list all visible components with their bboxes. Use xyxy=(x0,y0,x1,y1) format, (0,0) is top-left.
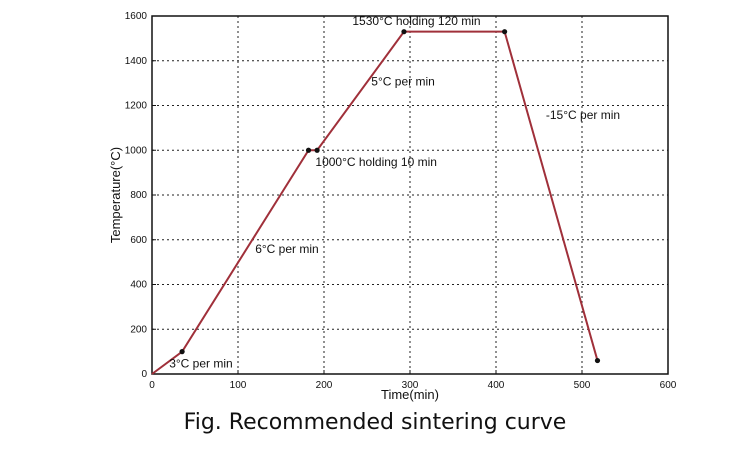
annotations: 3°C per min 6°C per min 1000°C holding 10 … xyxy=(169,14,620,370)
y-axis-ticks: 0 200 400 600 800 1000 1200 1400 1600 xyxy=(125,11,156,380)
data-point xyxy=(401,29,407,35)
data-markers xyxy=(179,29,601,364)
data-point xyxy=(594,357,601,364)
data-point xyxy=(179,349,185,355)
x-tick-label: 300 xyxy=(402,380,419,391)
y-tick-label: 1400 xyxy=(125,56,148,67)
annotation-label: 5°C per min xyxy=(371,74,435,88)
y-tick-label: 600 xyxy=(130,235,147,246)
y-tick-label: 0 xyxy=(141,369,147,380)
x-tick-label: 600 xyxy=(660,380,677,391)
sintering-chart: 0 100 200 300 400 500 600 0 200 400 600 800 1000 120… xyxy=(108,11,677,402)
plot-frame xyxy=(151,15,669,375)
x-tick-label: 0 xyxy=(149,380,155,391)
y-axis-label: Temperature(°C) xyxy=(108,147,123,243)
figure-caption: Fig. Recommended sintering curve xyxy=(183,410,567,435)
y-tick-label: 800 xyxy=(130,190,147,201)
annotation-label: 1530°C holding 120 min xyxy=(352,14,480,28)
data-point xyxy=(502,29,508,35)
y-tick-label: 400 xyxy=(130,280,147,291)
data-point xyxy=(305,147,312,153)
x-tick-label: 200 xyxy=(316,380,333,391)
x-tick-label: 400 xyxy=(488,380,505,391)
annotation-label: 1000°C holding 10 min xyxy=(315,155,437,169)
annotation-label: 3°C per min xyxy=(169,356,233,370)
y-tick-label: 1000 xyxy=(125,145,148,156)
annotation-label: -15°C per min xyxy=(546,108,620,122)
y-tick-label: 1200 xyxy=(125,101,148,112)
x-tick-label: 100 xyxy=(230,380,247,391)
x-tick-label: 500 xyxy=(574,380,591,391)
grid-lines xyxy=(152,16,668,374)
y-tick-label: 200 xyxy=(130,324,147,335)
annotation-label: 6°C per min xyxy=(255,242,319,256)
y-tick-label: 1600 xyxy=(125,11,148,22)
data-point xyxy=(314,147,320,153)
x-axis-label: Time(min) xyxy=(381,387,439,402)
